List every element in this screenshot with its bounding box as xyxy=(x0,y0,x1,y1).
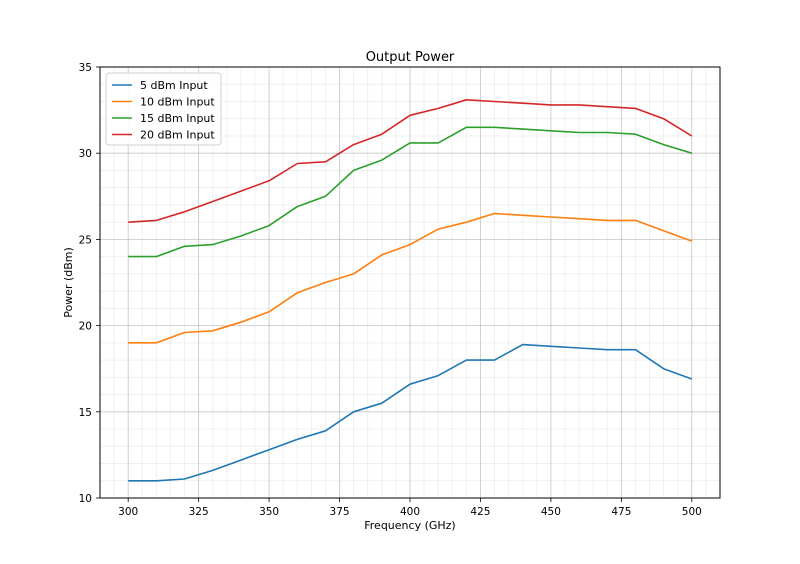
x-tick-label: 350 xyxy=(259,506,279,518)
legend-box xyxy=(105,72,222,146)
x-tick-label: 375 xyxy=(330,506,350,518)
x-tick-label: 475 xyxy=(611,506,631,518)
legend-label: 5 dBm Input xyxy=(140,79,208,92)
x-tick-label: 400 xyxy=(400,506,420,518)
y-axis-label: Power (dBm) xyxy=(62,247,75,318)
x-tick-label: 450 xyxy=(541,506,561,518)
series-line xyxy=(128,343,693,482)
legend-label: 20 dBm Input xyxy=(140,129,215,142)
y-tick-label: 15 xyxy=(79,407,92,419)
series-line xyxy=(128,99,693,223)
y-tick-label: 20 xyxy=(79,321,92,333)
x-tick-label: 500 xyxy=(682,506,702,518)
y-axis-ticks: 10 15 20 25 30 35 xyxy=(79,62,100,505)
legend-label: 10 dBm Input xyxy=(140,96,215,109)
x-axis-label: Frequency (GHz) xyxy=(364,519,455,532)
x-tick-label: 300 xyxy=(118,506,138,518)
series-line xyxy=(128,126,693,258)
x-tick-label: 325 xyxy=(189,506,209,518)
y-tick-label: 10 xyxy=(79,493,92,505)
legend-label: 15 dBm Input xyxy=(140,112,215,125)
series-lines xyxy=(128,99,693,482)
x-tick-label: 425 xyxy=(470,506,490,518)
series-line xyxy=(128,212,693,344)
legend: 5 dBm Input 10 dBm Input 15 dBm Input 20 dB… xyxy=(105,72,222,146)
y-tick-label: 35 xyxy=(79,62,92,74)
y-tick-label: 30 xyxy=(79,148,92,160)
chart-title: Output Power xyxy=(366,50,455,65)
x-axis-ticks: 300 325 350 375 400 425 450 475 500 xyxy=(118,498,702,518)
y-tick-label: 25 xyxy=(79,234,92,246)
